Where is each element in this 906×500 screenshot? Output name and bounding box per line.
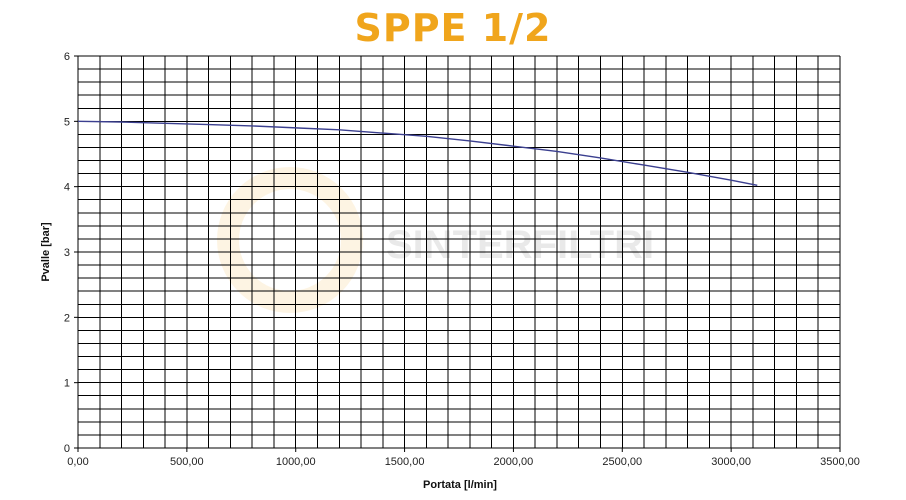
tick-labels: 0,00 500,00 1000,00 1500,00 2000,00 2500,00 30…: [64, 51, 860, 468]
x-tick-label: 1500,00: [385, 456, 425, 468]
x-tick-label: 500,00: [170, 456, 204, 468]
chart-title: SPPE 1/2: [354, 6, 552, 50]
x-tick-label: 1000,00: [276, 456, 316, 468]
series-group: [77, 120, 758, 187]
watermark-text: SINTERFILTRI: [386, 223, 654, 267]
y-tick-label: 5: [64, 116, 70, 128]
x-tick-label: 3500,00: [820, 456, 860, 468]
y-tick-label: 6: [64, 51, 70, 63]
y-tick-label: 2: [64, 312, 70, 324]
x-tick-label: 2000,00: [494, 456, 534, 468]
x-tick-label: 3000,00: [711, 456, 751, 468]
x-tick-label: 0,00: [67, 456, 88, 468]
x-tick-label: 2500,00: [602, 456, 642, 468]
watermark-logo: SINTERFILTRI: [217, 167, 654, 313]
y-tick-label: 3: [64, 247, 70, 259]
x-axis-label: Portata [l/min]: [423, 479, 497, 491]
y-axis-label: Pvalle [bar]: [40, 222, 52, 282]
series-line: [77, 120, 758, 187]
grid: [77, 55, 841, 449]
watermark-emblem: [217, 167, 363, 313]
y-tick-label: 4: [64, 182, 70, 194]
y-tick-label: 1: [64, 378, 70, 390]
y-tick-label: 0: [64, 443, 70, 455]
